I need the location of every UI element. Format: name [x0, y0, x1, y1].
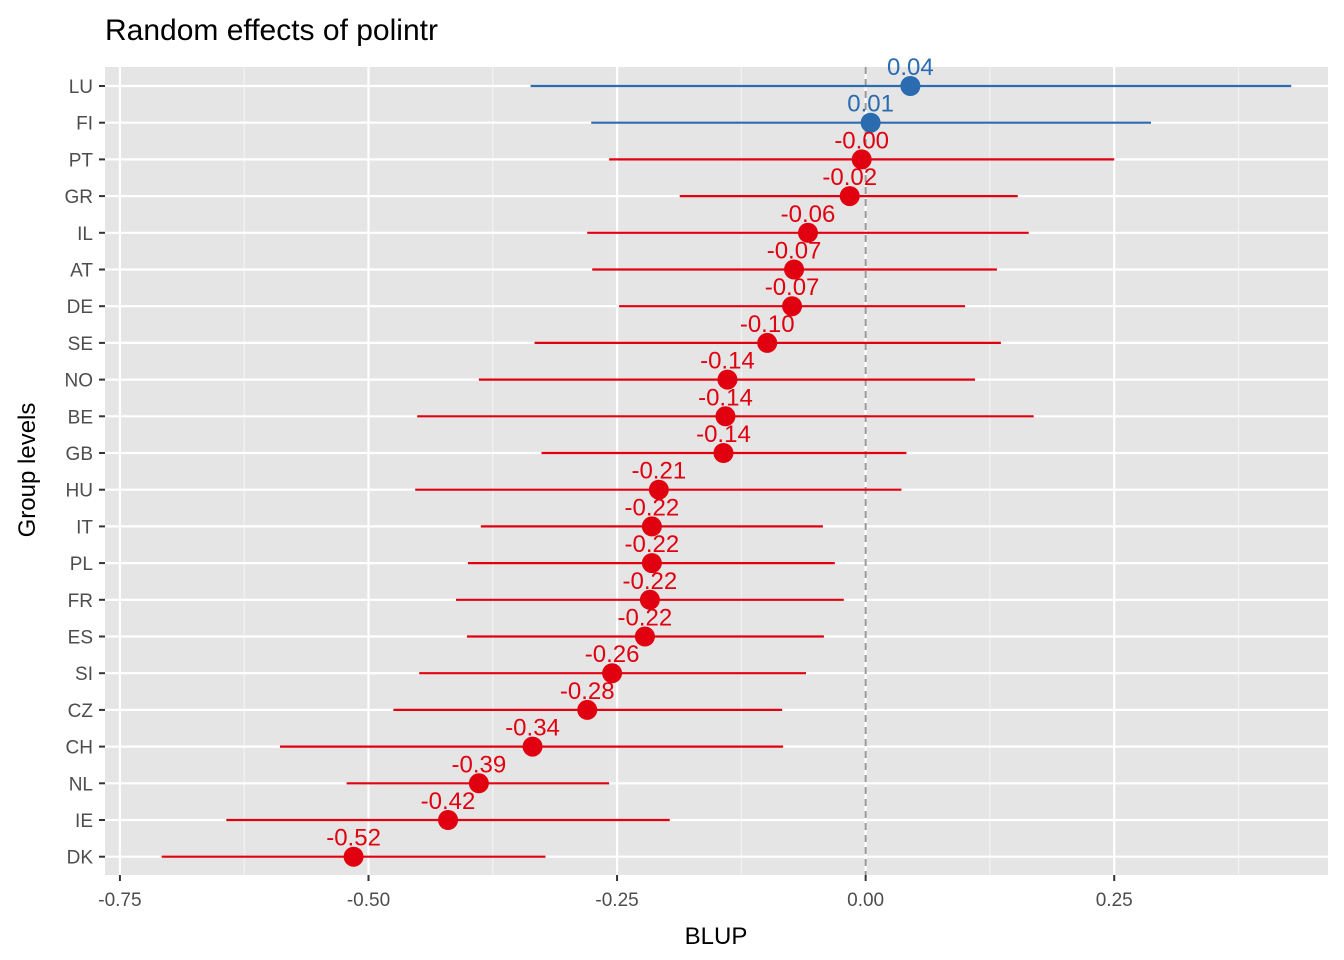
y-tick-label: NL: [69, 774, 93, 795]
value-label: 0.01: [847, 91, 894, 118]
value-label: -0.06: [781, 201, 836, 228]
y-tick-label: CH: [66, 738, 93, 759]
y-tick-label: CZ: [68, 701, 94, 722]
value-label: -0.39: [452, 751, 507, 778]
data-point: [860, 112, 881, 133]
y-tick-label: BE: [68, 407, 93, 428]
x-tick-label: 0.25: [1096, 890, 1133, 911]
data-point: [851, 149, 872, 170]
value-labels: 0.04 0.01 -0.00 -0.02 -0.06 -0.07 -0.07 -0.10 -0…: [326, 54, 934, 852]
data-point: [468, 773, 489, 794]
value-label: -0.22: [618, 605, 673, 632]
value-label: -0.00: [834, 127, 889, 154]
y-axis-title: Group levels: [14, 403, 41, 538]
x-tick-label: 0.00: [847, 890, 884, 911]
value-label: -0.22: [623, 568, 678, 595]
value-label: -0.10: [740, 311, 795, 338]
data-point: [641, 553, 662, 574]
chart-title: Random effects of polintr: [105, 14, 438, 47]
y-tick-label: AT: [70, 261, 93, 282]
value-label: -0.34: [505, 715, 560, 742]
value-label: -0.22: [625, 494, 680, 521]
data-point: [797, 222, 818, 243]
y-tick-label: PL: [70, 554, 93, 575]
value-label: -0.07: [767, 238, 822, 265]
value-label: -0.02: [822, 164, 877, 191]
x-axis: -0.75 -0.50 -0.25 0.00 0.25: [98, 875, 1133, 911]
data-point: [784, 259, 805, 280]
x-axis-title: BLUP: [685, 923, 748, 950]
value-label: -0.52: [326, 825, 381, 852]
value-label: -0.14: [698, 384, 753, 411]
x-tick-label: -0.50: [347, 890, 390, 911]
plot-panel: [105, 67, 1328, 875]
y-tick-label: HU: [66, 481, 93, 502]
y-tick-label: IT: [76, 517, 93, 538]
y-tick-label: SI: [75, 664, 93, 685]
value-label: -0.21: [631, 458, 686, 485]
value-label: 0.04: [887, 54, 934, 81]
y-tick-label: GB: [66, 444, 93, 465]
y-tick-label: SE: [68, 334, 93, 355]
data-point: [900, 76, 921, 96]
y-tick-label: IL: [77, 224, 93, 245]
y-tick-label: DK: [67, 848, 94, 869]
data-point: [602, 663, 623, 684]
value-label: -0.14: [696, 421, 751, 448]
x-tick-label: -0.25: [595, 890, 638, 911]
value-label: -0.07: [765, 274, 820, 301]
y-tick-label: NO: [65, 371, 94, 392]
value-label: -0.42: [421, 788, 476, 815]
y-tick-label: PT: [69, 150, 94, 171]
data-point: [343, 846, 364, 867]
y-tick-label: IE: [75, 811, 93, 832]
data-point: [438, 810, 459, 830]
data-point: [634, 626, 655, 647]
minor-gridlines: [243, 67, 1240, 875]
y-tick-label: LU: [69, 77, 93, 98]
data-point: [713, 443, 734, 463]
data-point: [757, 332, 778, 353]
data-point: [641, 516, 662, 537]
y-tick-label: GR: [65, 187, 94, 208]
x-tick-label: -0.75: [98, 890, 141, 911]
y-tick-label: ES: [68, 628, 93, 649]
y-tick-label: FI: [76, 114, 93, 135]
data-point: [577, 699, 598, 720]
data-point: [717, 369, 738, 390]
data-point: [839, 186, 860, 207]
value-label: -0.22: [625, 531, 680, 558]
data-point: [639, 589, 660, 610]
data-point: [715, 406, 736, 427]
blup-points: [343, 76, 921, 867]
value-label: -0.26: [585, 641, 640, 668]
data-point: [522, 736, 543, 757]
y-tick-label: DE: [67, 297, 93, 318]
value-label: -0.28: [560, 678, 615, 705]
value-label: -0.14: [700, 348, 755, 375]
y-tick-label: FR: [68, 591, 93, 612]
data-point: [782, 296, 803, 317]
y-axis: LU FI PT GR IL AT DE SE NO BE GB HU IT PL FR ES SI CZ CH NL…: [65, 77, 105, 869]
data-point: [648, 479, 669, 500]
